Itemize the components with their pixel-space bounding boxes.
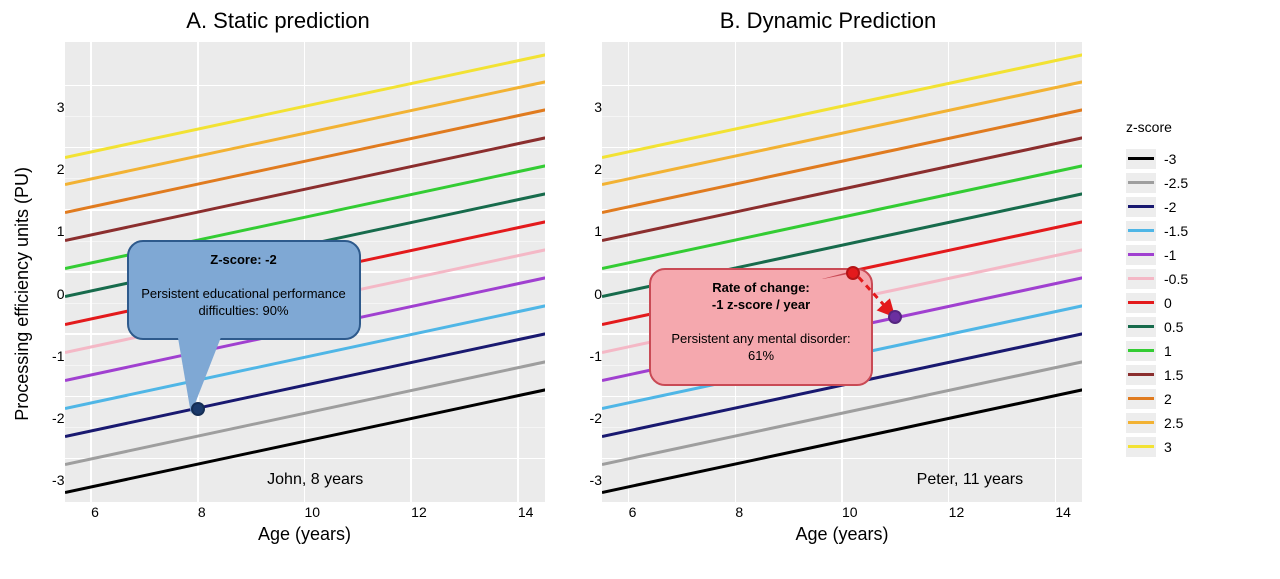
axis-group-b: Rate of change:-1 z-score / yearPersiste…	[602, 42, 1082, 545]
legend-line	[1128, 205, 1154, 208]
x-axis-label: Age (years)	[258, 524, 351, 545]
legend-swatch	[1126, 365, 1156, 385]
legend-item: 2.5	[1126, 413, 1270, 433]
caption-john: John, 8 years	[267, 471, 363, 489]
data-point-peter-end	[888, 310, 902, 324]
legend-swatch	[1126, 317, 1156, 337]
x-axis-label: Age (years)	[795, 524, 888, 545]
legend-line	[1128, 445, 1154, 448]
legend-label: -2.5	[1164, 175, 1188, 191]
panel-a-title: A. Static prediction	[186, 8, 369, 34]
legend-item: -0.5	[1126, 269, 1270, 289]
legend-line	[1128, 157, 1154, 160]
legend: z-score -3 -2.5 -2 -1.5 -1 -0.5 0 0.5 1 1.5 2 2.5 3	[1108, 8, 1270, 571]
grid-major	[90, 42, 92, 502]
panel-a-plot-row: Processing efficiency units (PU) -3-2-10…	[12, 42, 545, 545]
callout-b: Rate of change:-1 z-score / yearPersiste…	[649, 268, 873, 386]
panel-b: B. Dynamic Prediction -3-2-10123 Rate of…	[558, 8, 1098, 571]
legend-swatch	[1126, 149, 1156, 169]
x-tick-row: 68101214	[602, 502, 1082, 522]
legend-label: -3	[1164, 151, 1176, 167]
legend-line	[1128, 397, 1154, 400]
legend-item: -1.5	[1126, 221, 1270, 241]
panel-a: A. Static prediction Processing efficien…	[8, 8, 548, 571]
legend-swatch	[1126, 389, 1156, 409]
panel-b-plot-row: -3-2-10123 Rate of change:-1 z-score / y…	[574, 42, 1082, 545]
legend-line	[1128, 301, 1154, 304]
legend-swatch	[1126, 437, 1156, 457]
legend-line	[1128, 325, 1154, 328]
legend-label: 1	[1164, 343, 1172, 359]
legend-item: 0	[1126, 293, 1270, 313]
caption-peter: Peter, 11 years	[917, 471, 1023, 489]
plot-area-a: Z-score: -2Persistent educational perfor…	[65, 42, 545, 502]
legend-line	[1128, 277, 1154, 280]
legend-swatch	[1126, 197, 1156, 217]
legend-item: -3	[1126, 149, 1270, 169]
data-point-john	[191, 402, 205, 416]
legend-line	[1128, 421, 1154, 424]
legend-item: -1	[1126, 245, 1270, 265]
legend-label: -1	[1164, 247, 1176, 263]
legend-label: -0.5	[1164, 271, 1188, 287]
y-tick-column: -3-2-10123	[37, 64, 65, 524]
legend-swatch	[1126, 341, 1156, 361]
y-tick-column: -3-2-10123	[574, 64, 602, 524]
legend-line	[1128, 229, 1154, 232]
x-tick-row: 68101214	[65, 502, 545, 522]
legend-label: 1.5	[1164, 367, 1183, 383]
legend-item: 0.5	[1126, 317, 1270, 337]
data-point-peter-start	[846, 266, 860, 280]
legend-label: -2	[1164, 199, 1176, 215]
figure-root: A. Static prediction Processing efficien…	[0, 0, 1280, 579]
legend-label: -1.5	[1164, 223, 1188, 239]
plot-area-b: Rate of change:-1 z-score / yearPersiste…	[602, 42, 1082, 502]
legend-line	[1128, 181, 1154, 184]
legend-line	[1128, 373, 1154, 376]
callout-a: Z-score: -2Persistent educational perfor…	[127, 240, 361, 340]
legend-label: 0	[1164, 295, 1172, 311]
legend-swatch	[1126, 293, 1156, 313]
legend-line	[1128, 349, 1154, 352]
legend-swatch	[1126, 245, 1156, 265]
legend-item: 3	[1126, 437, 1270, 457]
legend-label: 2.5	[1164, 415, 1183, 431]
legend-label: 0.5	[1164, 319, 1183, 335]
legend-swatch	[1126, 221, 1156, 241]
grid-major	[517, 42, 519, 502]
legend-item: -2	[1126, 197, 1270, 217]
grid-major	[628, 42, 630, 502]
legend-swatch	[1126, 173, 1156, 193]
legend-item: -2.5	[1126, 173, 1270, 193]
legend-item: 1.5	[1126, 365, 1270, 385]
legend-item: 2	[1126, 389, 1270, 409]
y-axis-label: Processing efficiency units (PU)	[12, 167, 33, 421]
legend-items: -3 -2.5 -2 -1.5 -1 -0.5 0 0.5 1 1.5 2 2.5 3	[1126, 145, 1270, 461]
legend-swatch	[1126, 269, 1156, 289]
legend-label: 3	[1164, 439, 1172, 455]
legend-item: 1	[1126, 341, 1270, 361]
legend-label: 2	[1164, 391, 1172, 407]
axis-group-a: Z-score: -2Persistent educational perfor…	[65, 42, 545, 545]
legend-line	[1128, 253, 1154, 256]
grid-major	[1055, 42, 1057, 502]
panel-b-title: B. Dynamic Prediction	[720, 8, 936, 34]
legend-swatch	[1126, 413, 1156, 433]
legend-title: z-score	[1126, 119, 1270, 135]
